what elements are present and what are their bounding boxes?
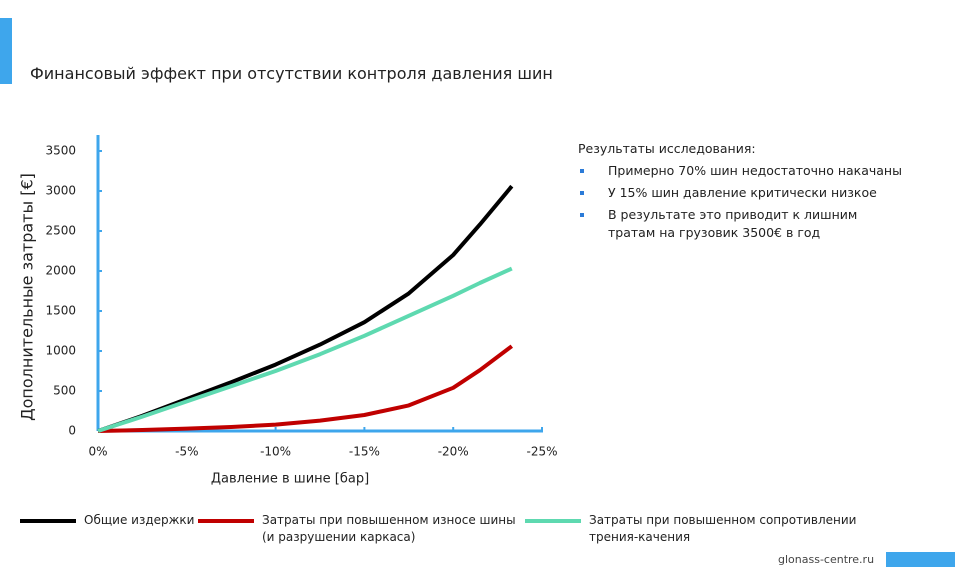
legend-label: Общие издержки bbox=[84, 513, 195, 527]
legend-label: Затраты при повышенном износе шины (и ра… bbox=[262, 513, 516, 544]
notes-list: Примерно 70% шин недостаточно накачаны У … bbox=[578, 162, 908, 242]
notes: Результаты исследования: Примерно 70% ши… bbox=[578, 140, 908, 246]
footer-bar bbox=[886, 552, 955, 567]
footer-text: glonass-centre.ru bbox=[778, 553, 875, 566]
x-tick-label: -25% bbox=[526, 445, 557, 459]
chart-title: Финансовый эффект при отсутствии контрол… bbox=[30, 64, 553, 83]
note-item: У 15% шин давление критически низкое bbox=[578, 184, 908, 202]
y-tick-label: 3000 bbox=[45, 184, 76, 198]
note-item: В результате это приводит к лишним трата… bbox=[578, 206, 908, 242]
y-axis-title: Дополнительные затраты [€] bbox=[18, 173, 37, 421]
legend-item: Затраты при повышенном сопротивлении тре… bbox=[525, 512, 856, 546]
legend-item: Общие издержки bbox=[20, 512, 194, 529]
y-tick-label: 2000 bbox=[45, 264, 76, 278]
series-line bbox=[97, 344, 514, 433]
y-tick-label: 1500 bbox=[45, 304, 76, 318]
x-axis-title: Давление в шине [бар] bbox=[211, 472, 369, 487]
legend-swatch bbox=[198, 519, 254, 523]
x-tick-label: -15% bbox=[349, 445, 380, 459]
y-tick-label: 0 bbox=[68, 424, 76, 438]
series-line bbox=[97, 266, 513, 433]
legend-label: Затраты при повышенном сопротивлении тре… bbox=[589, 513, 857, 544]
series-line bbox=[97, 184, 514, 433]
notes-title: Результаты исследования: bbox=[578, 141, 756, 156]
y-tick-label: 3500 bbox=[45, 144, 76, 158]
x-tick-label: 0% bbox=[88, 445, 107, 459]
x-tick-label: -10% bbox=[260, 445, 291, 459]
note-item: Примерно 70% шин недостаточно накачаны bbox=[578, 162, 908, 180]
accent-bar bbox=[0, 18, 12, 84]
x-tick-label: -20% bbox=[438, 445, 469, 459]
legend-swatch bbox=[20, 519, 76, 523]
y-tick-label: 1000 bbox=[45, 344, 76, 358]
y-tick-label: 2500 bbox=[45, 224, 76, 238]
legend-swatch bbox=[525, 519, 581, 523]
legend-item: Затраты при повышенном износе шины (и ра… bbox=[198, 512, 516, 546]
x-tick-label: -5% bbox=[175, 445, 198, 459]
y-tick-label: 500 bbox=[53, 384, 76, 398]
